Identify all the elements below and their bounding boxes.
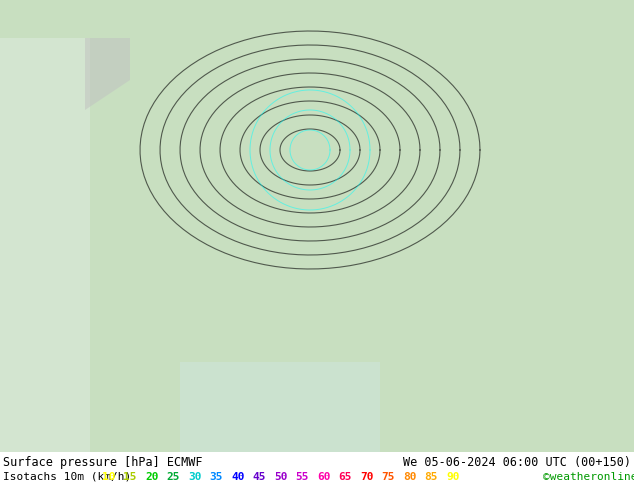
Text: 45: 45: [252, 471, 266, 482]
Text: ©weatheronline.co.uk: ©weatheronline.co.uk: [543, 471, 634, 482]
Text: 35: 35: [209, 471, 223, 482]
Text: 10: 10: [102, 471, 115, 482]
Text: 90: 90: [446, 471, 460, 482]
Text: 60: 60: [317, 471, 330, 482]
Text: 55: 55: [295, 471, 309, 482]
Text: 15: 15: [124, 471, 137, 482]
Text: Surface pressure [hPa] ECMWF: Surface pressure [hPa] ECMWF: [3, 456, 202, 468]
FancyBboxPatch shape: [180, 362, 380, 452]
FancyBboxPatch shape: [0, 38, 90, 452]
Text: 30: 30: [188, 471, 202, 482]
Text: 75: 75: [382, 471, 395, 482]
Text: 70: 70: [360, 471, 373, 482]
Polygon shape: [85, 38, 130, 110]
Text: Isotachs 10m (km/h): Isotachs 10m (km/h): [3, 471, 131, 482]
Text: 25: 25: [167, 471, 180, 482]
Text: 20: 20: [145, 471, 158, 482]
Text: 85: 85: [425, 471, 438, 482]
Text: 40: 40: [231, 471, 245, 482]
Text: 50: 50: [274, 471, 287, 482]
Text: 80: 80: [403, 471, 417, 482]
Bar: [0, 452, 634, 490]
Text: 65: 65: [339, 471, 352, 482]
Text: We 05-06-2024 06:00 UTC (00+150): We 05-06-2024 06:00 UTC (00+150): [403, 456, 631, 468]
